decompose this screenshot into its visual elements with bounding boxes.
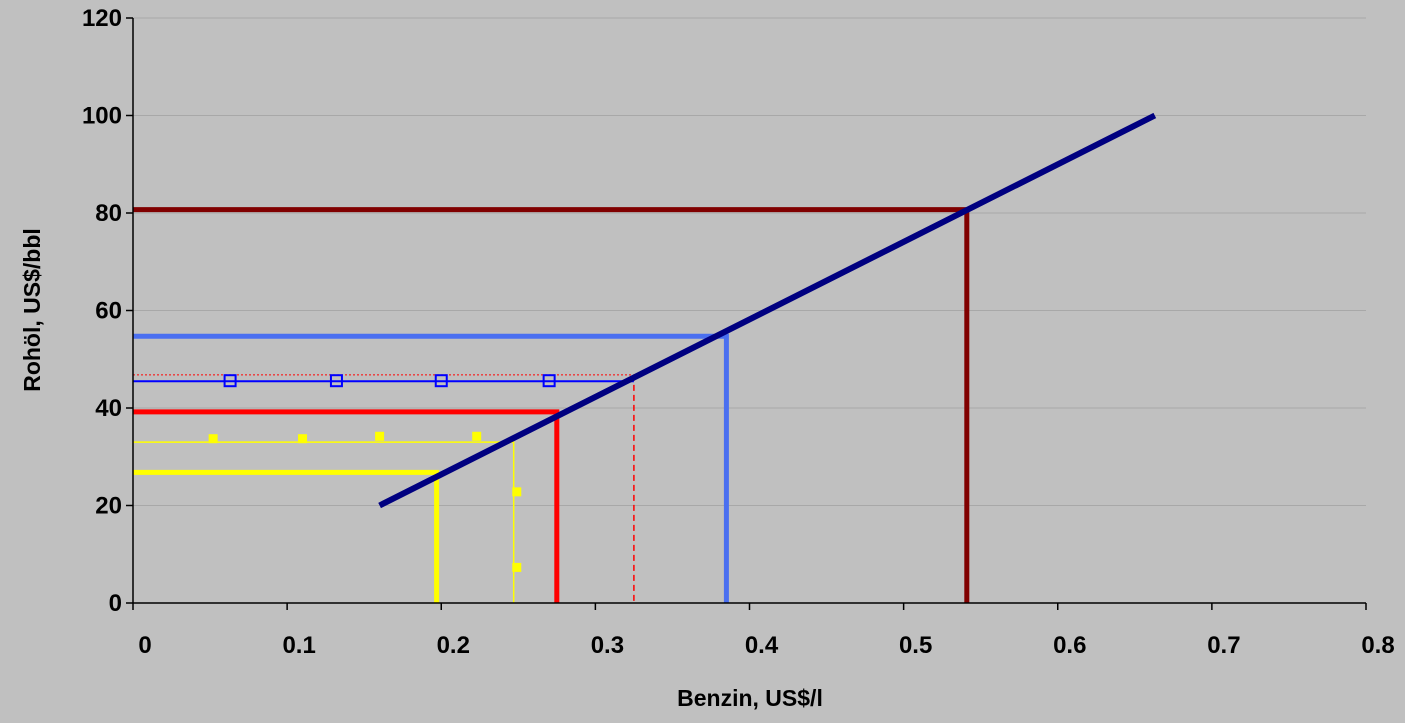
series-line-9 bbox=[378, 112, 1157, 509]
x-tick-label: 0.1 bbox=[282, 632, 315, 659]
y-tick-label: 100 bbox=[82, 103, 122, 130]
marker-hollow-square bbox=[542, 374, 556, 388]
x-tick-label: 0.3 bbox=[591, 632, 624, 659]
axes bbox=[126, 17, 1367, 610]
y-tick-label: 0 bbox=[109, 590, 122, 617]
y-tick-label: 20 bbox=[95, 493, 122, 520]
y-tick-label: 120 bbox=[82, 5, 122, 32]
marker-filled-square bbox=[472, 431, 482, 441]
x-tick-label: 0.7 bbox=[1207, 632, 1240, 659]
series-line-3 bbox=[133, 333, 729, 603]
x-tick-label: 0.8 bbox=[1361, 632, 1394, 659]
y-tick-label: 40 bbox=[95, 395, 122, 422]
series-line-1 bbox=[133, 469, 440, 603]
y-tick-label: 80 bbox=[95, 200, 122, 227]
gridlines bbox=[133, 17, 1366, 506]
series-line-5 bbox=[133, 441, 515, 603]
x-axis-title: Benzin, US$/l bbox=[677, 685, 823, 711]
series-line-2 bbox=[133, 409, 560, 603]
x-tick-label: 0 bbox=[138, 632, 151, 659]
y-tick-label: 60 bbox=[95, 298, 122, 325]
marker-hollow-square bbox=[223, 374, 237, 388]
marker-hollow-square bbox=[329, 374, 343, 388]
marker-filled-square bbox=[375, 431, 385, 441]
marker-filled-square bbox=[512, 487, 522, 497]
markers-group bbox=[208, 374, 556, 572]
x-tick-label: 0.5 bbox=[899, 632, 932, 659]
x-tick-label: 0.2 bbox=[437, 632, 470, 659]
tick-labels: 0 20 40 60 80 100 120 0 0.1 0.2 0.3 0.4 0.5 0.6 0.7 0.8 bbox=[82, 5, 1395, 659]
marker-filled-square bbox=[208, 434, 218, 444]
marker-filled-square bbox=[298, 434, 308, 444]
marker-filled-square bbox=[512, 562, 522, 572]
marker-hollow-square bbox=[434, 374, 448, 388]
series-group bbox=[133, 112, 1157, 603]
x-tick-label: 0.6 bbox=[1053, 632, 1086, 659]
x-tick-label: 0.4 bbox=[745, 632, 779, 659]
y-axis-title: Rohöl, US$/bbl bbox=[19, 228, 45, 392]
